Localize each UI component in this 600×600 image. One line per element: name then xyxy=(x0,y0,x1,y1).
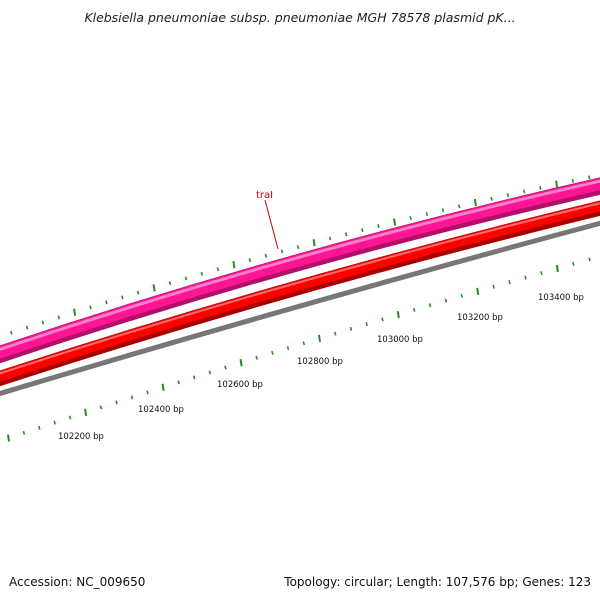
outer-tick xyxy=(441,208,445,213)
outer-tick xyxy=(506,193,510,198)
inner-tick xyxy=(255,355,258,360)
outer-tick xyxy=(296,245,300,250)
outer-tick xyxy=(312,239,316,247)
inner-tick xyxy=(588,257,591,262)
inner-tick xyxy=(68,415,72,420)
outer-tick xyxy=(377,224,380,229)
scale-label-103200: 103200 bp xyxy=(457,313,503,323)
scale-label-102400: 102400 bp xyxy=(138,405,184,415)
outer-tick xyxy=(25,325,29,330)
scale-label-103000: 103000 bp xyxy=(377,335,423,345)
outer-tick xyxy=(89,305,92,310)
inner-tick xyxy=(555,264,559,273)
inner-tick xyxy=(365,322,368,327)
inner-tick xyxy=(115,400,118,405)
inner-tick xyxy=(53,420,56,425)
inner-tick xyxy=(22,430,26,435)
outer-tick xyxy=(473,198,477,207)
outer-tick xyxy=(280,249,284,254)
inner-tick xyxy=(572,261,575,266)
inner-tick xyxy=(224,365,227,370)
inner-tick xyxy=(99,405,103,410)
scale-label-102600: 102600 bp xyxy=(217,380,263,390)
inner-tick xyxy=(540,271,543,276)
inner-tick xyxy=(444,298,448,303)
outer-tick xyxy=(328,236,332,241)
outer-tick xyxy=(152,284,156,292)
outer-tick xyxy=(248,258,252,263)
inner-tick-marks xyxy=(7,257,591,442)
gene-label-leader xyxy=(264,199,279,250)
scale-label-102800: 102800 bp xyxy=(297,357,343,367)
outer-tick xyxy=(344,232,348,237)
inner-tick xyxy=(161,383,165,391)
outer-tick xyxy=(555,180,559,188)
outer-tick xyxy=(409,216,412,221)
outer-tick xyxy=(232,261,236,269)
inner-tick xyxy=(318,334,321,343)
inner-tick xyxy=(84,408,88,417)
accession-text: Accession: NC_009650 xyxy=(9,575,146,589)
backbone-line xyxy=(0,220,600,397)
inner-tick xyxy=(396,311,400,319)
outer-tick-marks xyxy=(10,175,591,335)
inner-tick xyxy=(460,293,464,298)
outer-tick xyxy=(73,308,77,316)
outer-tick xyxy=(216,267,220,272)
map-title: Klebsiella pneumoniae subsp. pneumoniae … xyxy=(84,10,516,25)
inner-tick xyxy=(7,434,10,442)
outer-tick xyxy=(105,300,108,305)
outer-tick xyxy=(539,185,542,190)
inner-tick xyxy=(508,280,511,285)
inner-tick xyxy=(428,303,432,308)
outer-tick xyxy=(168,281,172,286)
inner-tick xyxy=(146,390,149,395)
reverse-gene-track-highlight xyxy=(0,201,600,382)
forward-gene-track-highlight xyxy=(0,177,600,359)
outer-tick xyxy=(200,271,204,276)
inner-tick xyxy=(476,287,480,296)
forward-gene-track-shine xyxy=(0,179,600,351)
inner-tick xyxy=(333,331,337,336)
gene-label-trai[interactable]: traI xyxy=(256,190,273,201)
inner-tick xyxy=(286,346,290,351)
scale-label-103400: 103400 bp xyxy=(538,293,584,303)
inner-tick xyxy=(177,380,180,385)
outer-tick xyxy=(264,253,268,258)
outer-tick xyxy=(57,315,61,320)
map-summary-text: Topology: circular; Length: 107,576 bp; … xyxy=(284,575,591,589)
outer-tick xyxy=(490,196,493,201)
inner-tick xyxy=(302,341,306,346)
outer-tick xyxy=(522,189,526,194)
outer-tick xyxy=(10,330,13,335)
reverse-gene-track-shine xyxy=(0,202,600,375)
inner-tick xyxy=(349,326,353,331)
inner-tick xyxy=(130,395,134,400)
inner-tick xyxy=(492,284,495,289)
outer-tick xyxy=(41,320,45,325)
inner-tick xyxy=(38,425,41,430)
inner-tick xyxy=(208,370,212,375)
inner-tick xyxy=(381,317,384,322)
outer-tick xyxy=(184,276,188,281)
inner-tick xyxy=(192,375,196,380)
inner-tick xyxy=(239,359,243,367)
outer-tick xyxy=(393,218,397,226)
inner-tick xyxy=(412,307,416,312)
inner-tick xyxy=(271,350,274,355)
outer-tick xyxy=(587,175,591,180)
outer-tick xyxy=(361,228,364,233)
outer-tick xyxy=(571,178,575,183)
outer-tick xyxy=(425,212,429,217)
outer-tick xyxy=(136,290,140,295)
inner-tick xyxy=(524,275,527,280)
outer-tick xyxy=(121,295,124,300)
outer-tick xyxy=(457,204,461,209)
scale-label-102200: 102200 bp xyxy=(58,432,104,442)
